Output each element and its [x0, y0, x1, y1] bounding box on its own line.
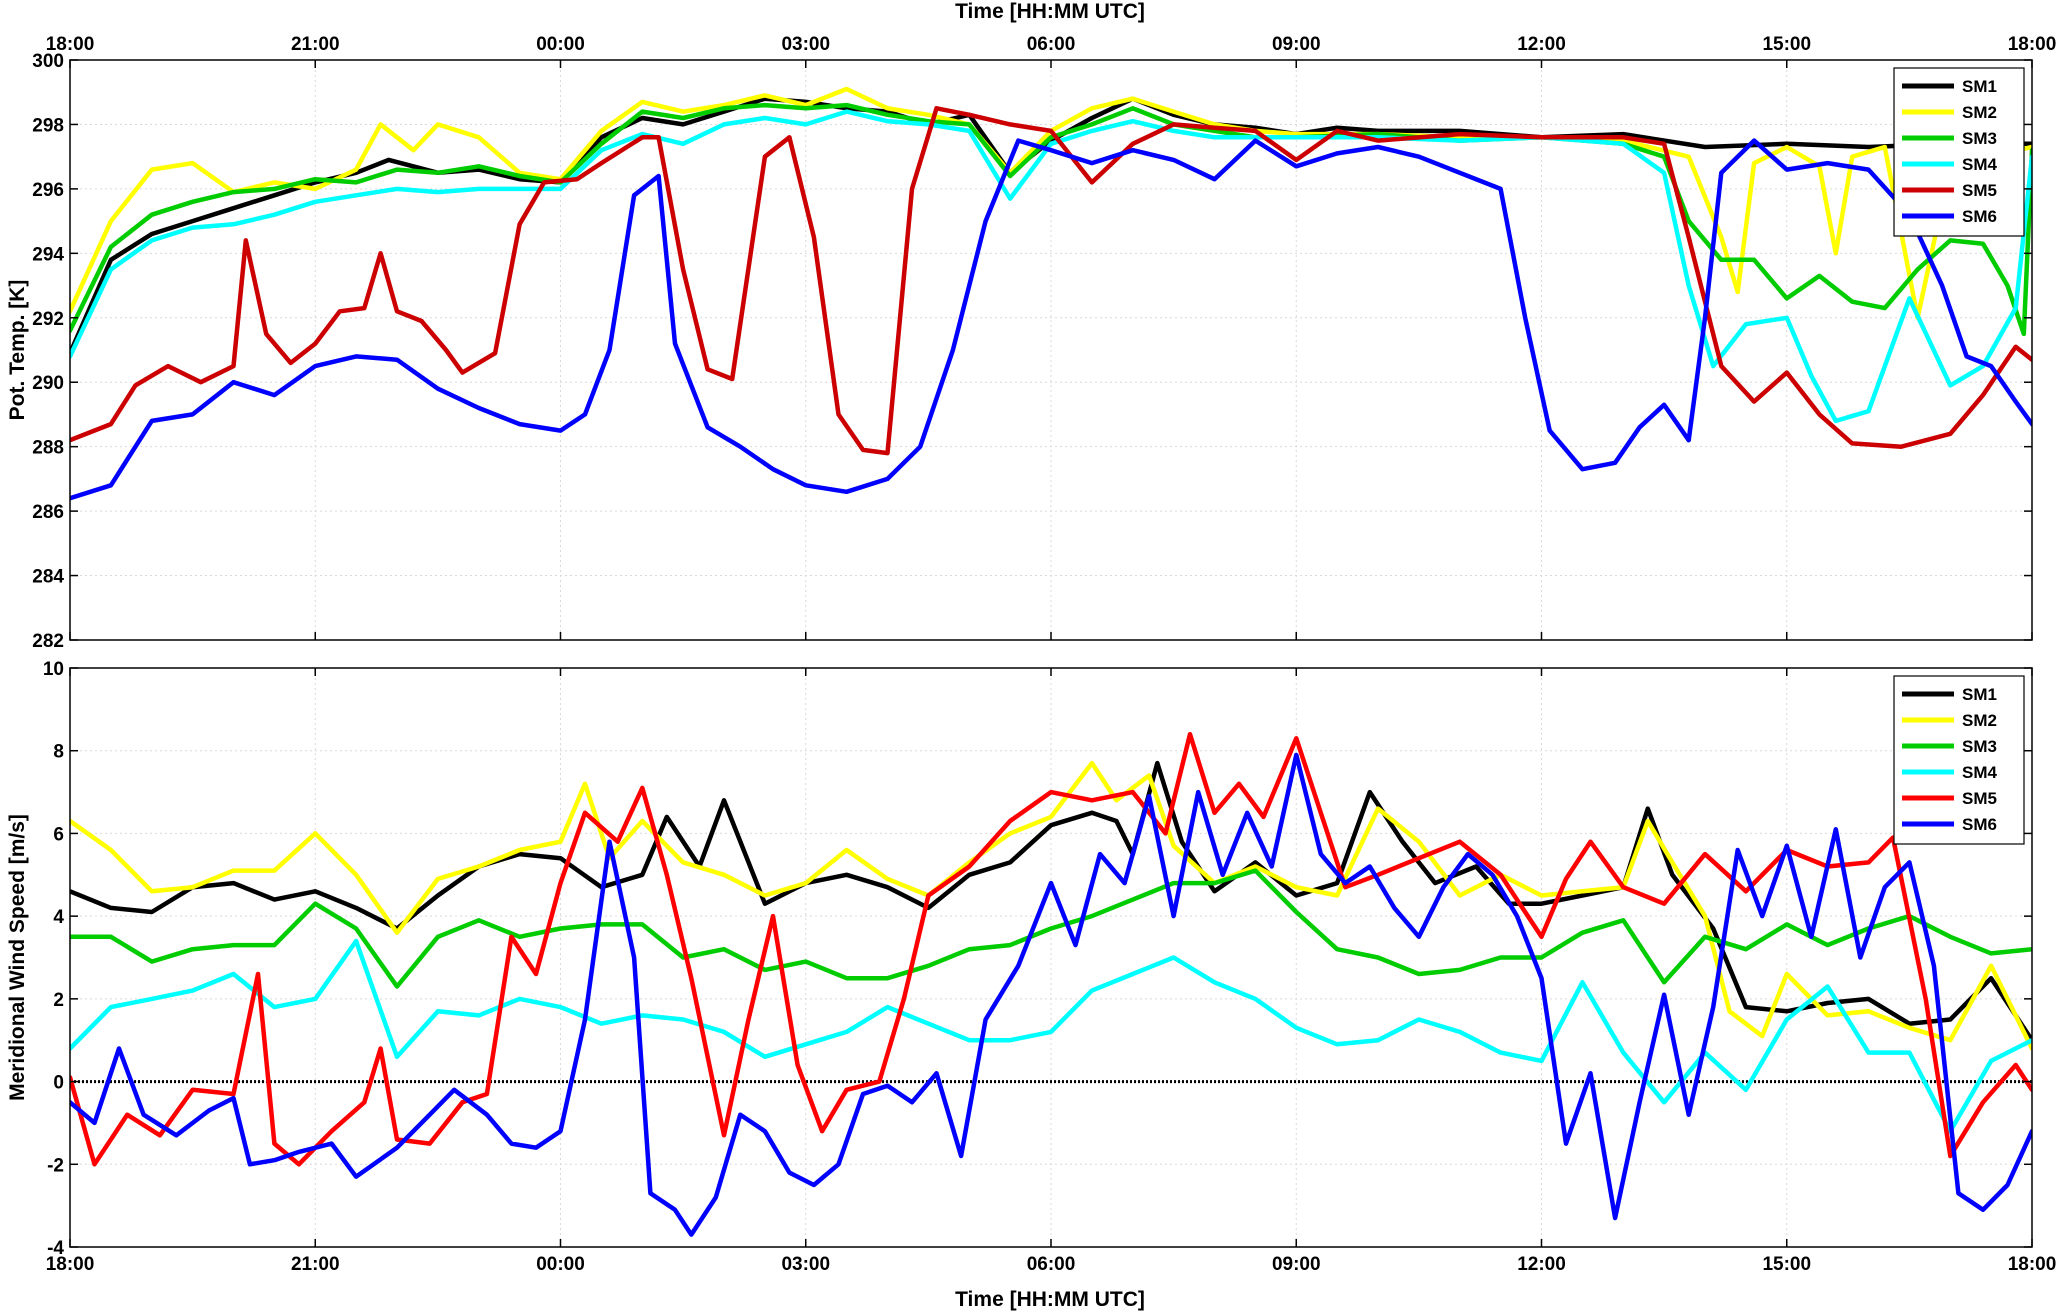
x-tick-label: 00:00	[536, 34, 585, 55]
wind-speed-panel: 18:00 21:00 00:00 03:00 06:00 09:00 12:00 15:00…	[6, 659, 2056, 1275]
x-tick-label: 06:00	[1027, 1254, 1076, 1275]
series-group	[70, 731, 2032, 1237]
legend-label-sm6: SM6	[1962, 815, 1997, 834]
legend-label-sm4: SM4	[1962, 763, 1998, 782]
legend-label-sm2: SM2	[1962, 711, 1997, 730]
x-tick-label: 06:00	[1027, 34, 1076, 55]
x-tick-label: 03:00	[781, 1254, 830, 1275]
y-tick-label: 296	[32, 180, 64, 201]
series-line-sm6	[70, 752, 2032, 1237]
x-tick-label: 15:00	[1762, 34, 1811, 55]
x-tick-label: 18:00	[46, 34, 95, 55]
x-tick-label: 09:00	[1272, 34, 1321, 55]
y-tick-label: 10	[43, 659, 64, 680]
series-group	[70, 86, 2032, 501]
series-line-sm4	[70, 109, 2032, 424]
y-tick-label: 8	[53, 742, 64, 763]
y-tick-label: 284	[32, 567, 64, 588]
temperature-panel: 18:00 21:00 00:00 03:00 06:00 09:00 12:00 15:00…	[6, 34, 2056, 652]
y-tick-label: 292	[32, 309, 64, 330]
legend-label-sm3: SM3	[1962, 737, 1997, 756]
x-tick-label: 03:00	[781, 34, 830, 55]
top-xlabel: Time [HH:MM UTC]	[955, 0, 1145, 23]
legend-label-sm2: SM2	[1962, 103, 1997, 122]
legend-box	[1893, 67, 2025, 237]
legend-label-sm3: SM3	[1962, 129, 1997, 148]
y-tick-label: 286	[32, 502, 64, 523]
x-tick-label: 12:00	[1517, 34, 1566, 55]
y-tick-label: -2	[47, 1155, 64, 1176]
x-tick-label: 09:00	[1272, 1254, 1321, 1275]
legend-label-sm5: SM5	[1962, 789, 1997, 808]
series-line-sm6	[70, 138, 2032, 501]
x-tick-label: 18:00	[2008, 1254, 2056, 1275]
legend-label-sm1: SM1	[1962, 77, 1997, 96]
y-tick-label: 6	[53, 824, 64, 845]
bottom-xlabel: Time [HH:MM UTC]	[955, 1288, 1145, 1311]
x-tick-label: 00:00	[536, 1254, 585, 1275]
legend-label-sm1: SM1	[1962, 685, 1997, 704]
x-tick-label: 18:00	[2008, 34, 2056, 55]
series-line-sm2	[70, 760, 2032, 1051]
y-tick-label: 4	[53, 907, 64, 928]
series-line-sm3	[70, 102, 2032, 337]
series-line-sm3	[70, 868, 2032, 989]
y-tick-label: 290	[32, 373, 64, 394]
x-tick-label: 18:00	[46, 1254, 95, 1275]
series-line-sm5	[70, 731, 2032, 1167]
y-tick-label: 2	[53, 990, 64, 1011]
legend-label-sm5: SM5	[1962, 181, 1997, 200]
x-tick-label: 15:00	[1762, 1254, 1811, 1275]
legend-box	[1893, 675, 2025, 845]
series-line-sm5	[70, 106, 2032, 456]
y-tick-label: 282	[32, 631, 64, 652]
x-tick-label: 21:00	[291, 1254, 340, 1275]
y-axis-label: Pot. Temp. [K]	[6, 280, 29, 421]
y-tick-label: 294	[32, 244, 64, 265]
x-tick-label: 21:00	[291, 34, 340, 55]
legend-label-sm4: SM4	[1962, 155, 1998, 174]
y-tick-label: 288	[32, 438, 64, 459]
y-tick-label: -4	[47, 1238, 64, 1259]
y-tick-label: 300	[32, 51, 64, 72]
y-tick-label: 298	[32, 115, 64, 136]
legend-label-sm6: SM6	[1962, 207, 1997, 226]
y-tick-label: 0	[53, 1073, 64, 1094]
y-axis-label: Meridional Wind Speed [m/s]	[6, 814, 29, 1101]
x-tick-label: 12:00	[1517, 1254, 1566, 1275]
